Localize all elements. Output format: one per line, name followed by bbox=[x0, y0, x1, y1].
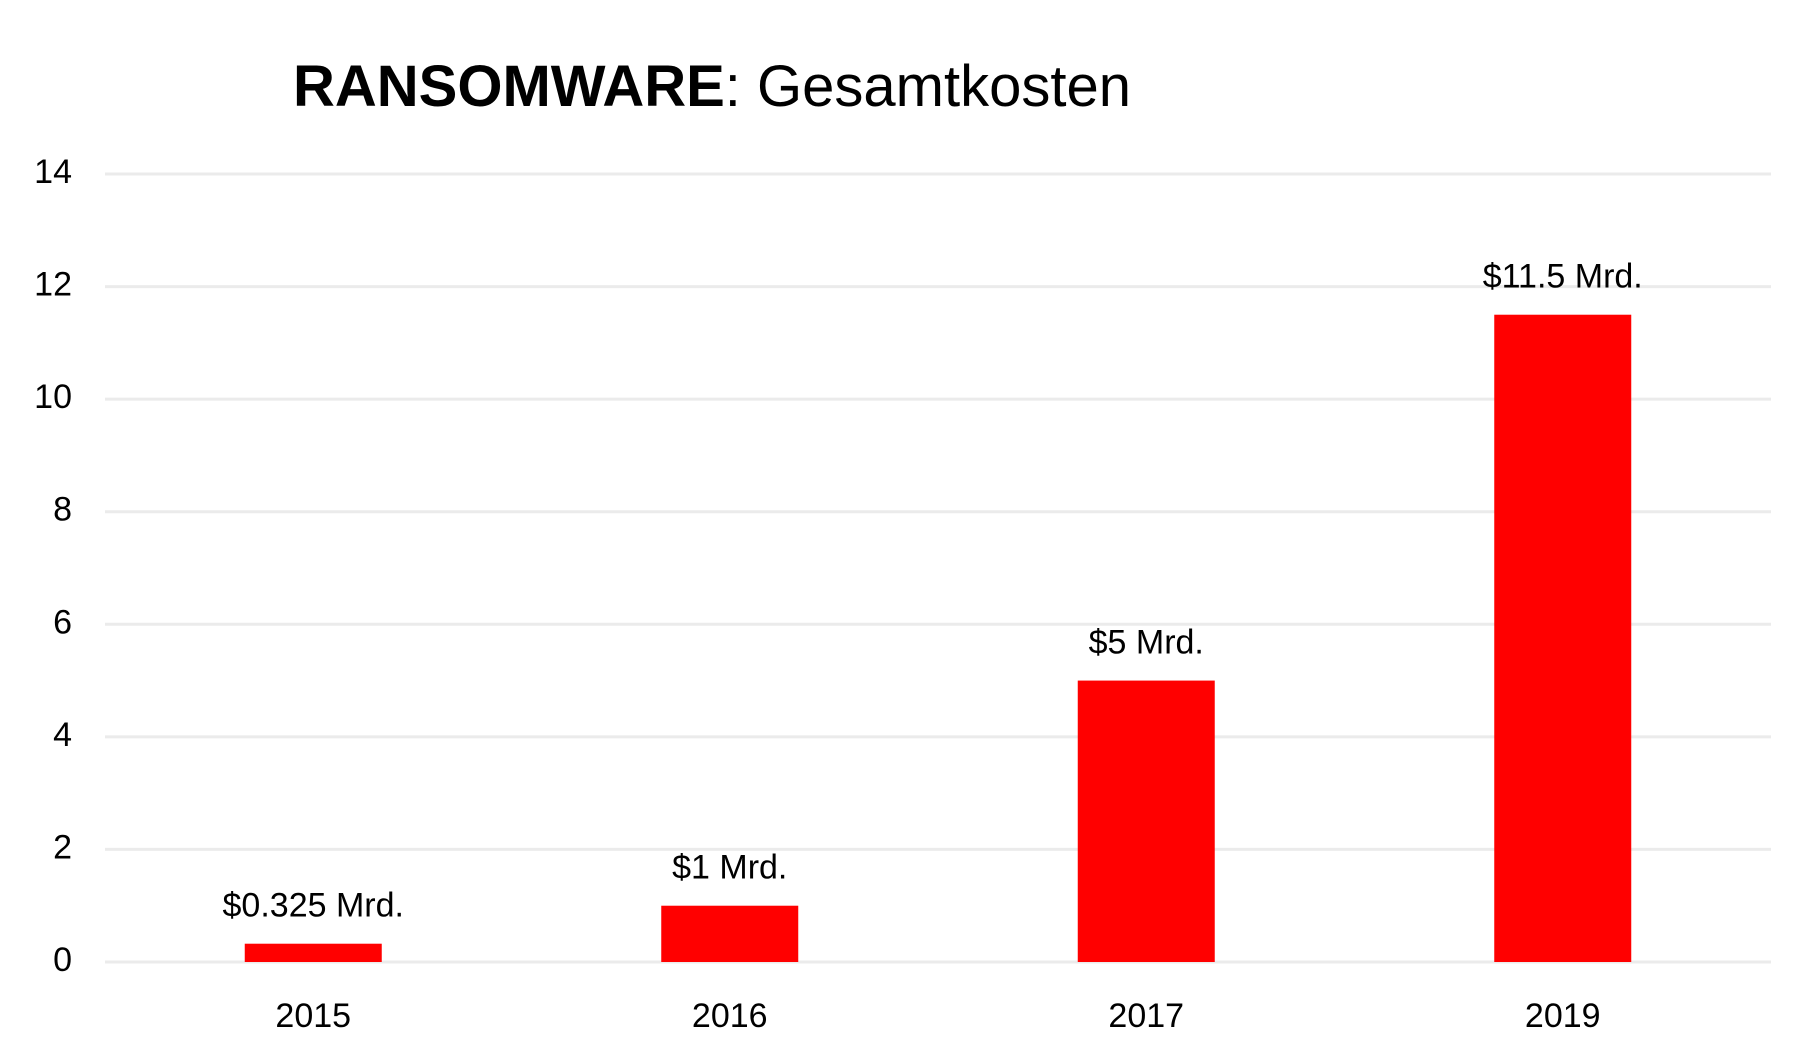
bar bbox=[661, 905, 799, 962]
y-tick-label: 0 bbox=[53, 941, 72, 979]
y-tick-label: 12 bbox=[34, 266, 72, 304]
title-bold: RANSOMWARE bbox=[293, 54, 725, 119]
y-tick-label: 4 bbox=[53, 716, 72, 754]
y-tick-label: 6 bbox=[53, 603, 72, 641]
value-label: $11.5 Mrd. bbox=[1483, 258, 1643, 296]
bar bbox=[1077, 680, 1215, 962]
x-tick-label: 2016 bbox=[692, 997, 768, 1035]
bar bbox=[1494, 314, 1632, 962]
x-tick-label: 2015 bbox=[275, 997, 351, 1035]
y-tick-label: 2 bbox=[53, 828, 72, 866]
x-tick-label: 2017 bbox=[1108, 997, 1184, 1035]
value-label: $0.325 Mrd. bbox=[223, 887, 404, 925]
chart-title: RANSOMWARE: Gesamtkosten bbox=[293, 54, 1131, 119]
y-tick-label: 14 bbox=[34, 153, 72, 191]
value-label: $1 Mrd. bbox=[672, 849, 787, 887]
y-tick-label: 8 bbox=[53, 491, 72, 529]
title-rest: : Gesamtkosten bbox=[725, 54, 1131, 119]
bar bbox=[244, 943, 382, 962]
value-label: $5 Mrd. bbox=[1089, 624, 1204, 662]
y-tick-label: 10 bbox=[34, 378, 72, 416]
x-tick-label: 2019 bbox=[1525, 997, 1601, 1035]
